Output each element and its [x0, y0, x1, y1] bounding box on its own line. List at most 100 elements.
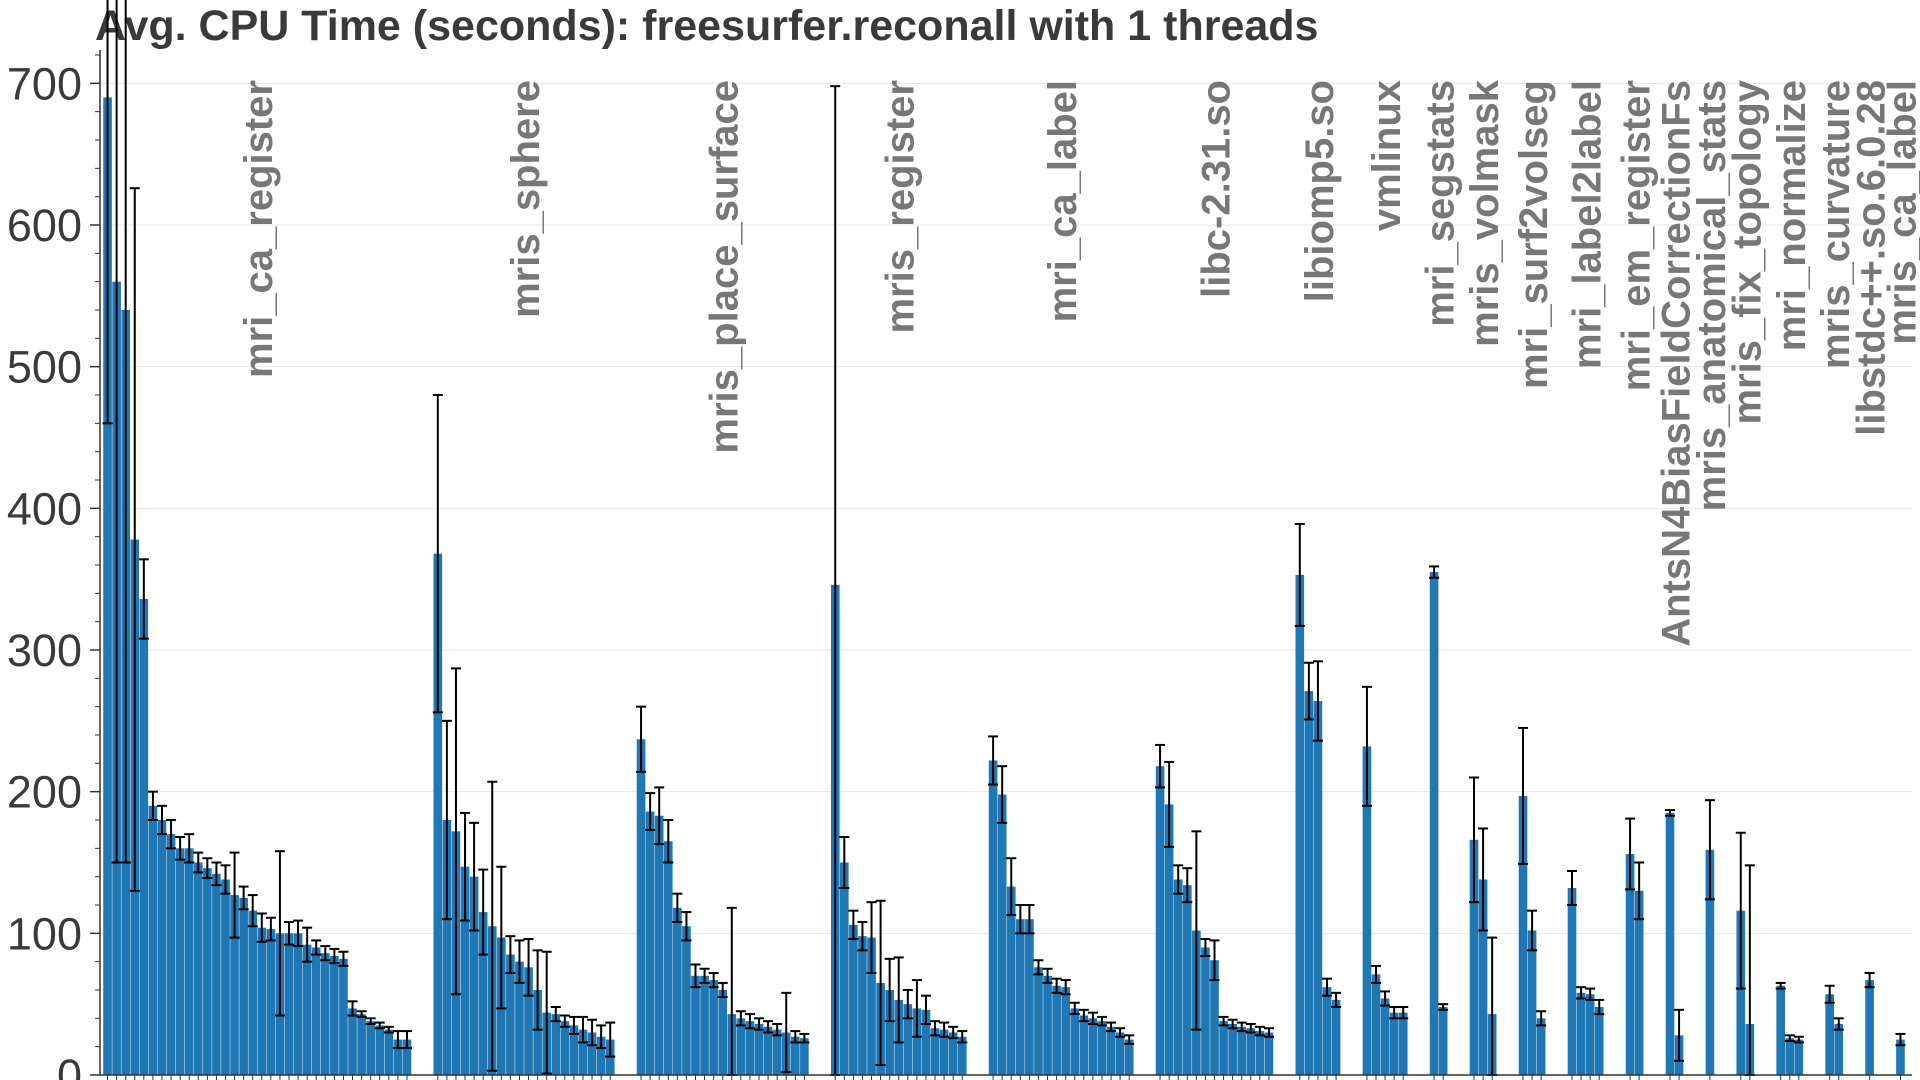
bar	[1536, 1018, 1546, 1075]
bar	[1665, 812, 1675, 1075]
bar	[849, 924, 858, 1075]
bar	[1006, 886, 1016, 1075]
bar	[578, 1029, 588, 1075]
bar	[1237, 1026, 1247, 1075]
bar	[257, 927, 267, 1075]
bar	[1295, 574, 1305, 1075]
bar	[763, 1026, 773, 1075]
bar	[912, 1008, 922, 1075]
bar	[515, 961, 524, 1075]
bar	[533, 990, 542, 1075]
bar	[311, 947, 321, 1075]
bar	[184, 848, 194, 1075]
bar	[1380, 998, 1390, 1075]
bar	[284, 933, 294, 1075]
bar	[551, 1014, 561, 1075]
bar	[1173, 879, 1183, 1075]
bar	[1331, 999, 1341, 1075]
bar	[1052, 985, 1061, 1075]
bar	[139, 599, 149, 1075]
bar	[1576, 992, 1586, 1075]
bar	[1304, 691, 1314, 1075]
bar	[903, 1004, 913, 1075]
bar	[1865, 980, 1874, 1075]
bar	[524, 967, 533, 1075]
bar	[1429, 572, 1439, 1075]
bar	[1201, 947, 1210, 1075]
bar	[1210, 960, 1219, 1075]
bar	[366, 1021, 375, 1075]
bar	[166, 834, 176, 1075]
group-label: mri_em_register	[1615, 80, 1659, 391]
bar	[1079, 1015, 1089, 1075]
bar	[1834, 1024, 1844, 1075]
bar	[645, 811, 655, 1075]
bar	[384, 1029, 394, 1075]
bar	[1371, 974, 1381, 1075]
bar	[212, 873, 221, 1075]
bar	[673, 907, 682, 1075]
bar	[885, 990, 894, 1075]
bar	[1016, 919, 1025, 1075]
bar	[948, 1032, 958, 1075]
bar	[1478, 879, 1488, 1075]
bar	[157, 820, 167, 1075]
y-tick-label: 500	[7, 342, 82, 393]
y-tick-label: 200	[7, 767, 82, 818]
bar	[754, 1024, 764, 1075]
bar	[1705, 849, 1715, 1075]
group-label-layer: mri_ca_register mris_sphere mris_place_sur…	[237, 79, 1920, 647]
bar	[175, 848, 185, 1075]
bar	[745, 1021, 755, 1075]
bar	[997, 794, 1007, 1075]
bar	[718, 990, 728, 1075]
bar	[1255, 1031, 1265, 1075]
group-label: libc-2.31.so	[1195, 80, 1239, 298]
group-label: mris_sphere	[504, 80, 548, 318]
bar	[302, 944, 312, 1075]
bar	[1088, 1018, 1098, 1075]
bar	[1438, 1007, 1448, 1075]
bar	[1164, 804, 1174, 1075]
bar	[239, 897, 248, 1075]
bar	[402, 1039, 412, 1075]
bar	[433, 553, 443, 1075]
bar	[1070, 1008, 1080, 1075]
bar	[1313, 701, 1323, 1075]
bar	[357, 1014, 366, 1075]
bar	[1794, 1039, 1804, 1075]
bar	[682, 926, 691, 1075]
group-label: mris_place_surface	[703, 80, 747, 454]
bar	[148, 805, 158, 1075]
bar	[1322, 987, 1332, 1075]
bar	[596, 1036, 606, 1075]
bar	[1264, 1032, 1274, 1075]
bar	[1634, 890, 1644, 1075]
bar	[636, 739, 646, 1075]
bar	[506, 954, 515, 1075]
chart-title: Avg. CPU Time (seconds): freesurfer.reco…	[95, 2, 1319, 50]
bar	[663, 841, 673, 1075]
bar	[1896, 1039, 1905, 1075]
bar	[930, 1028, 940, 1075]
bar	[560, 1021, 570, 1075]
bar	[193, 862, 203, 1075]
bar	[348, 1008, 357, 1075]
bar	[248, 910, 258, 1075]
bar	[1106, 1026, 1116, 1075]
group-label: mri_segstats	[1419, 80, 1463, 327]
bar	[1785, 1038, 1795, 1075]
bar	[988, 760, 998, 1075]
bar	[1115, 1032, 1125, 1075]
y-tick-label: 300	[7, 625, 82, 676]
bar	[442, 820, 452, 1075]
bar	[840, 862, 849, 1075]
group-label: AntsN4BiasFieldCorrectionFs	[1655, 80, 1699, 647]
bar	[375, 1025, 385, 1075]
group-label: mris_ca_label	[1881, 80, 1920, 345]
bar	[221, 879, 230, 1075]
bar	[921, 1009, 931, 1075]
bar	[103, 97, 112, 1075]
